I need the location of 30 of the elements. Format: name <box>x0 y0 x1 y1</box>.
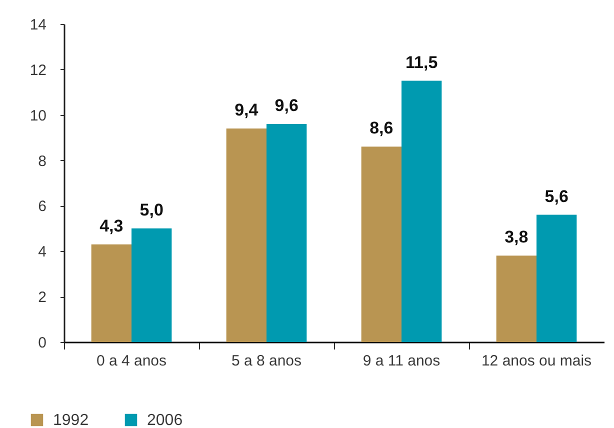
bar <box>132 228 172 342</box>
bar <box>361 146 402 342</box>
bar <box>536 214 577 342</box>
data-label: 3,8 <box>504 228 528 247</box>
y-tick-label: 10 <box>30 107 46 124</box>
bar <box>91 244 132 342</box>
legend-label: 2006 <box>147 412 183 428</box>
y-tick-label: 6 <box>38 198 46 216</box>
data-label: 5,0 <box>140 200 164 220</box>
data-label: 4,3 <box>100 216 124 236</box>
x-tick-label: 9 a 11 anos <box>362 352 440 370</box>
x-tick-label: 12 anos ou mais <box>481 352 592 370</box>
y-tick-label: 8 <box>38 152 46 170</box>
y-tick-label: 2 <box>38 289 46 306</box>
bar <box>496 256 536 342</box>
x-tick-label: 0 a 4 anos <box>96 352 167 370</box>
data-label: 5,6 <box>544 186 568 206</box>
y-tick-label: 0 <box>38 334 46 352</box>
y-tick-label: 4 <box>38 244 46 261</box>
bar <box>266 124 307 342</box>
data-label: 8,6 <box>370 118 394 138</box>
data-label: 9,6 <box>274 96 298 115</box>
bar <box>402 80 442 342</box>
data-label: 11,5 <box>406 52 438 72</box>
y-tick-label: 12 <box>30 62 46 79</box>
legend-label: 1992 <box>53 412 89 428</box>
bar <box>226 128 266 342</box>
x-tick-label: 5 a 8 anos <box>231 352 302 370</box>
y-tick-label: 14 <box>30 16 46 34</box>
data-label: 9,4 <box>234 100 259 120</box>
